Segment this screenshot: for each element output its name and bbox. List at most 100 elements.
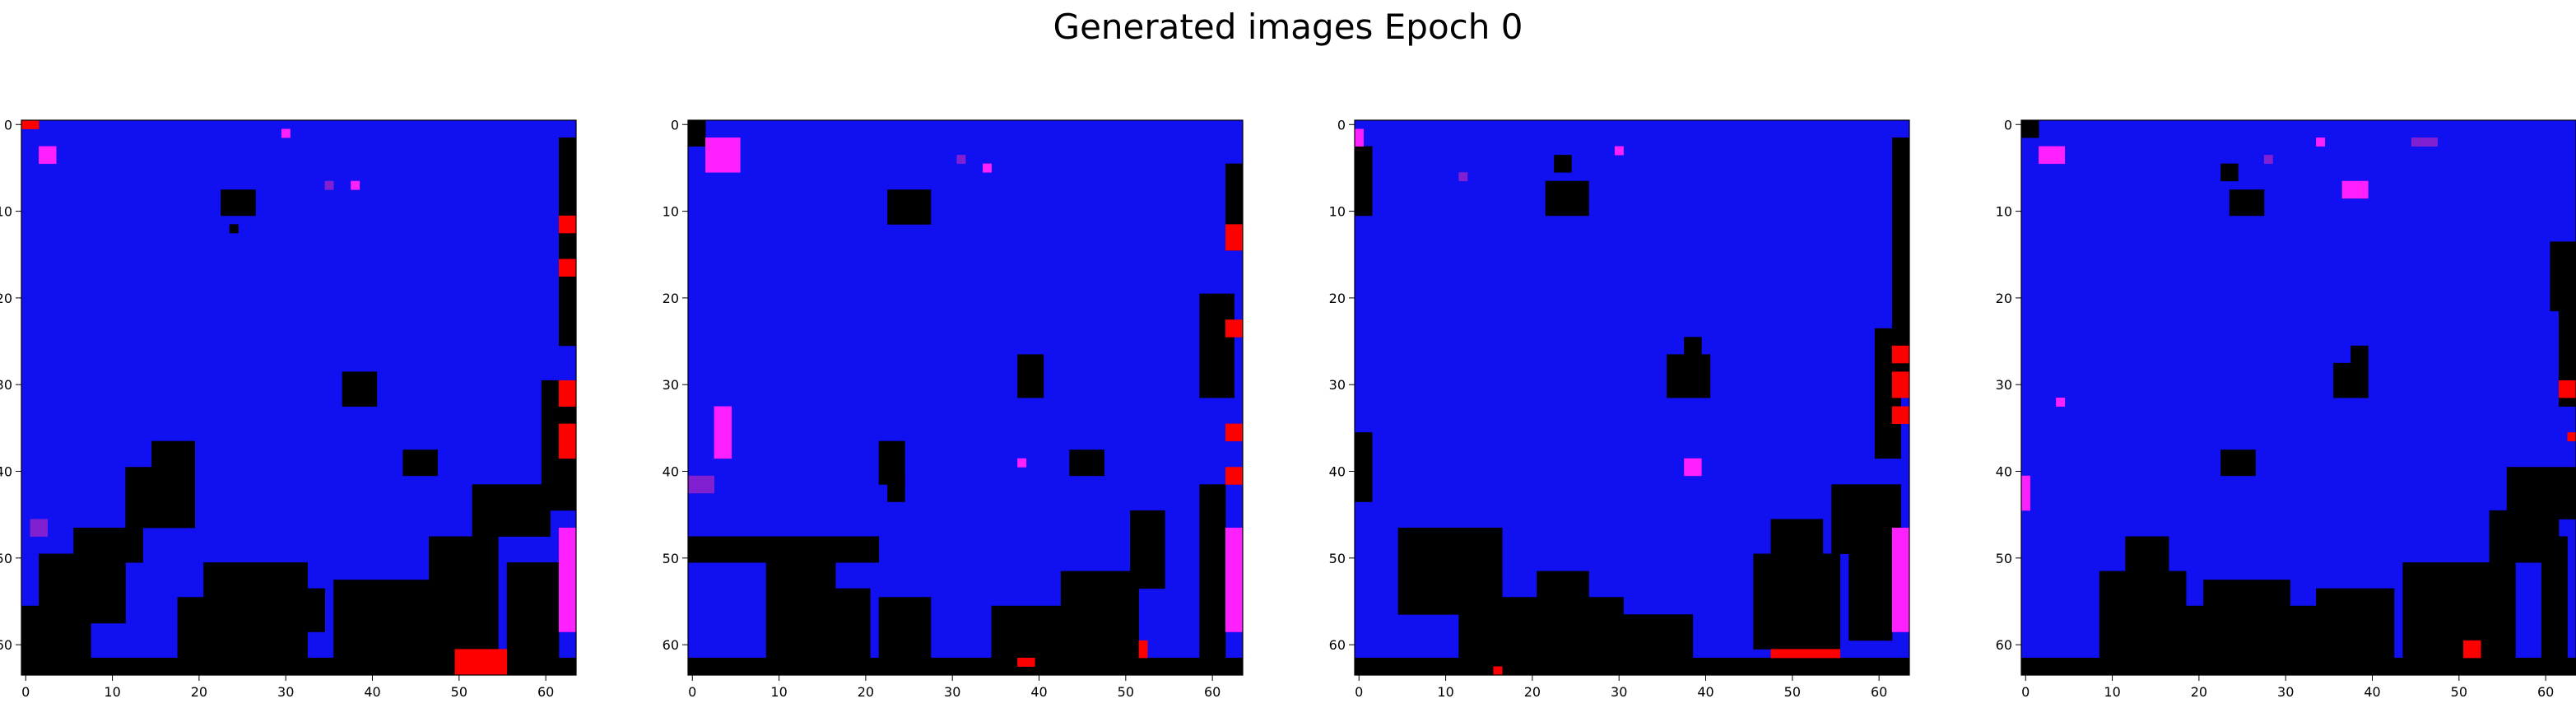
pixel-region-black [73,527,143,563]
pixel-region-black [1684,337,1702,355]
pixel-region-red [1891,406,1910,424]
pixel-region-black [688,120,706,147]
y-tick-label: 0 [1337,117,1346,133]
pixel-region-magenta [351,180,360,190]
pixel-region-magenta [983,163,992,173]
pixel-region-black [2229,189,2265,217]
pixel-region-purple [324,180,334,190]
y-tick-label: 40 [1329,464,1346,480]
pixel-region-black [2220,163,2239,182]
pixel-region-purple [1458,172,1468,182]
x-tick-label: 20 [191,684,207,700]
pixel-region-black [2021,657,2576,676]
pixel-region-red [2567,432,2576,442]
x-tick-label: 50 [2451,684,2467,700]
y-tick-label: 0 [671,117,679,133]
pixel-region-red [1017,657,1035,667]
pixel-region-red [1225,224,1244,251]
pixel-region-black [688,657,1244,676]
pixel-region-red [1770,649,1841,659]
pixel-region-magenta [39,146,57,165]
pixel-region-black [21,605,91,659]
y-tick-label: 50 [0,551,12,566]
x-tick-label: 50 [1118,684,1134,700]
pixel-region-magenta [1891,527,1910,632]
y-tick-label: 30 [0,377,12,393]
y-tick-label: 20 [663,291,679,306]
x-tick-label: 40 [1697,684,1713,700]
pixel-region-purple [2263,155,2273,165]
pixel-region-black [887,189,932,225]
pixel-region-black [1770,519,1824,563]
pixel-region-black [1130,510,1165,589]
x-tick-label: 20 [1524,684,1541,700]
pixel-region-red [1891,371,1910,398]
x-tick-label: 60 [1204,684,1221,700]
pixel-region-black [2220,449,2256,477]
pixel-region-red [21,120,40,129]
pixel-region-black [506,562,560,659]
pixel-region-black [1060,571,1140,659]
pixel-region-red [1225,467,1244,485]
y-tick-label: 60 [0,637,12,653]
y-tick-label: 10 [663,204,679,220]
image-panel-4: 0 10 20 30 40 50 60 0 10 20 30 40 50 60 [1996,117,2576,700]
y-tick-label: 20 [1329,291,1346,306]
pixel-region-red [1225,423,1244,442]
pixel-region-magenta [2056,398,2066,407]
pixel-region-magenta [558,527,577,632]
y-tick-label: 10 [1329,204,1346,220]
y-tick-label: 50 [1329,551,1346,566]
x-tick-label: 0 [2021,684,2030,700]
x-tick-label: 60 [537,684,554,700]
pixel-region-black [1554,155,1572,173]
pixel-region-black [2558,293,2576,407]
pixel-region-black [1069,449,1104,477]
pixel-region-red [1891,345,1910,364]
pixel-region-black [1848,553,1893,641]
pixel-region-purple [30,519,48,537]
y-tick-label: 60 [663,637,679,653]
pixel-region-black [2316,588,2395,659]
pixel-region-black [2402,562,2516,659]
x-tick-label: 30 [2277,684,2294,700]
pixel-region-black [2506,467,2576,519]
pixel-region-magenta [2021,475,2030,511]
x-tick-label: 30 [1611,684,1627,700]
pixel-region-black [342,371,378,407]
pixel-region-black [1537,571,1589,607]
pixel-region-black [1458,580,1503,659]
y-tick-label: 10 [0,204,12,220]
pixel-region-magenta [1225,527,1244,632]
pixel-region-black [472,484,551,537]
image-panel-1: 0 10 20 30 40 50 60 0 10 20 30 40 50 60 [0,117,577,700]
y-tick-label: 30 [1329,377,1346,393]
x-tick-label: 30 [944,684,960,700]
pixel-region-black [1017,354,1044,398]
pixel-region-black [333,580,438,659]
pixel-region-black [1199,484,1226,659]
axes-frame [2020,119,2576,676]
x-tick-label: 30 [277,684,294,700]
pixel-region-red [558,380,577,407]
pixel-region-red [1493,666,1503,676]
pixel-region-black [2333,362,2369,398]
pixel-region-red [454,649,508,676]
x-tick-label: 60 [2537,684,2554,700]
pixel-region-purple [956,155,966,165]
x-tick-label: 20 [2191,684,2207,700]
y-tick-label: 50 [663,551,679,566]
pixel-region-black [1355,146,1373,217]
pixel-region-red [558,259,577,277]
axes-frame [1354,119,1910,676]
y-tick-label: 40 [0,464,12,480]
pixel-region-purple [2411,137,2438,147]
pixel-region-magenta [705,137,741,173]
pixel-region-black [2125,536,2169,580]
pixel-region-black [1623,614,1694,659]
x-tick-label: 60 [1871,684,1887,700]
x-tick-label: 0 [1355,684,1363,700]
pixel-region-black [1355,657,1910,676]
pixel-region-red [1138,640,1148,659]
pixel-region-black [221,189,256,217]
